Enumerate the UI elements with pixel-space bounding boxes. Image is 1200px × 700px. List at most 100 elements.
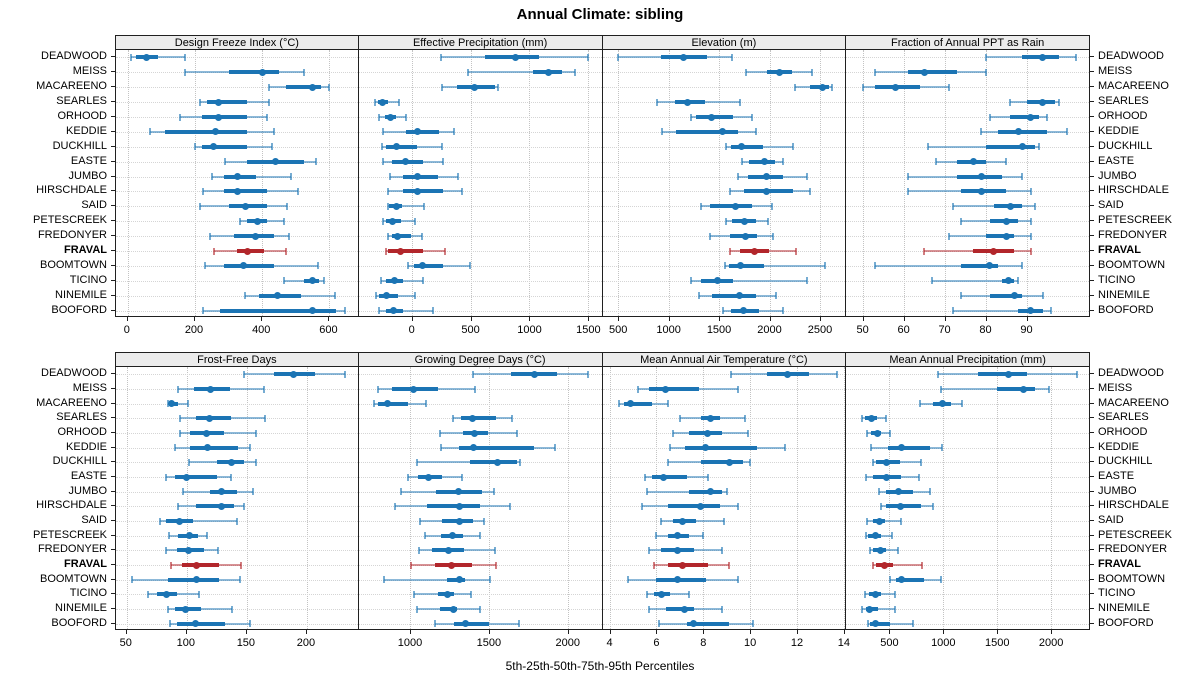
whisker-cap-95th: [483, 517, 486, 525]
median-dot: [741, 232, 749, 240]
y-tick-mark: [1090, 56, 1094, 58]
whisker-cap-95th: [751, 113, 754, 121]
whisker-cap-5th: [863, 590, 866, 598]
x-tick-label: 1000: [931, 637, 956, 649]
percentile-25-75-bar: [623, 401, 652, 406]
median-dot: [678, 517, 686, 525]
whisker-cap-5th: [861, 605, 864, 613]
y-tick-mark: [1090, 190, 1094, 192]
x-tick-mark: [410, 630, 412, 634]
whisker-cap-95th: [197, 590, 200, 598]
whisker-cap-5th: [708, 232, 711, 240]
percentile-25-75-bar: [689, 489, 723, 494]
panel-title: Frost-Free Days: [197, 353, 277, 366]
median-dot: [167, 400, 175, 408]
median-dot: [290, 370, 298, 378]
whisker-cap-95th: [286, 202, 289, 210]
whisker-cap-95th: [587, 53, 590, 61]
median-dot: [456, 517, 464, 525]
station-label-right: MACAREENO: [1098, 80, 1169, 93]
gridline-vertical: [529, 50, 531, 316]
median-dot: [883, 458, 891, 466]
x-tick-mark: [588, 317, 590, 321]
gridline-vertical: [1051, 367, 1053, 629]
gridline-vertical: [889, 367, 891, 629]
whisker-cap-95th: [737, 385, 740, 393]
whisker-cap-5th: [424, 532, 426, 540]
row-guide-line: [116, 87, 358, 89]
whisker-cap-95th: [413, 292, 416, 300]
median-dot: [389, 307, 397, 315]
percentile-25-75-bar: [656, 577, 706, 582]
station-label-right: MEISS: [1098, 65, 1133, 78]
whisker-cap-95th: [255, 429, 258, 437]
median-dot: [545, 68, 553, 76]
median-dot: [896, 502, 904, 510]
row-guide-line: [846, 447, 1089, 449]
whisker-cap-5th: [399, 488, 402, 496]
whisker-cap-95th: [706, 473, 709, 481]
median-dot: [1027, 307, 1035, 315]
whisker-cap-95th: [1021, 173, 1024, 181]
x-tick-label: 1500: [476, 637, 502, 649]
whisker-cap-5th: [872, 458, 875, 466]
station-label-left: SAID: [81, 514, 107, 526]
median-dot: [713, 277, 721, 285]
whisker-cap-5th: [166, 400, 169, 408]
panel-title: Fraction of Annual PPT as Rain: [890, 36, 1045, 49]
x-tick-mark: [185, 630, 187, 634]
median-dot: [706, 488, 714, 496]
row-guide-line: [358, 176, 602, 178]
median-dot: [456, 576, 464, 584]
x-tick-mark: [719, 317, 721, 321]
median-dot: [876, 546, 884, 554]
row-guide-line: [846, 535, 1089, 537]
median-dot: [241, 202, 249, 210]
median-dot: [233, 187, 241, 195]
whisker-cap-95th: [728, 561, 731, 569]
whisker-cap-95th: [420, 232, 423, 240]
whisker-cap-95th: [456, 173, 459, 181]
median-dot: [872, 620, 880, 628]
station-label-left: SAID: [81, 199, 107, 212]
whisker-cap-5th: [381, 158, 384, 166]
median-dot: [1006, 202, 1014, 210]
station-label-right: SAID: [1098, 514, 1124, 526]
median-dot: [468, 414, 476, 422]
whisker-cap-5th: [204, 262, 207, 270]
x-tick-mark: [668, 317, 670, 321]
whisker-cap-95th: [1029, 217, 1032, 225]
whisker-cap-5th: [866, 620, 869, 628]
whisker-cap-5th: [745, 68, 748, 76]
row-guide-line: [846, 506, 1089, 508]
whisker-cap-5th: [877, 488, 880, 496]
whisker-cap-95th: [343, 307, 346, 315]
percentile-25-75-bar: [484, 55, 539, 60]
x-tick-label: 10: [744, 637, 757, 649]
whisker-cap-5th: [394, 502, 397, 510]
whisker-cap-95th: [1076, 370, 1079, 378]
station-label-right: HIRSCHDALE: [1098, 184, 1169, 197]
gridline-vertical: [127, 50, 129, 316]
percentile-25-75-bar: [696, 115, 734, 119]
median-dot: [531, 370, 539, 378]
y-tick-mark: [111, 417, 115, 419]
whisker-cap-5th: [378, 307, 381, 315]
percentile-25-75-bar: [196, 504, 234, 509]
median-dot: [674, 546, 681, 554]
station-label-right: DEADWOOD: [1098, 50, 1164, 63]
x-tick-label: 2000: [555, 637, 581, 649]
median-dot: [273, 292, 281, 300]
x-tick-label: 1000: [656, 324, 681, 336]
x-tick-mark: [245, 630, 247, 634]
whisker-cap-5th: [178, 414, 181, 422]
whisker-cap-5th: [871, 561, 874, 569]
median-dot: [1027, 113, 1035, 121]
median-dot: [449, 605, 457, 613]
whisker-cap-95th: [1074, 53, 1077, 61]
whisker-cap-5th: [951, 202, 954, 210]
median-dot: [657, 590, 665, 598]
whisker-cap-5th: [870, 444, 873, 452]
y-tick-mark: [1090, 220, 1094, 222]
whisker-cap-5th: [641, 502, 644, 510]
